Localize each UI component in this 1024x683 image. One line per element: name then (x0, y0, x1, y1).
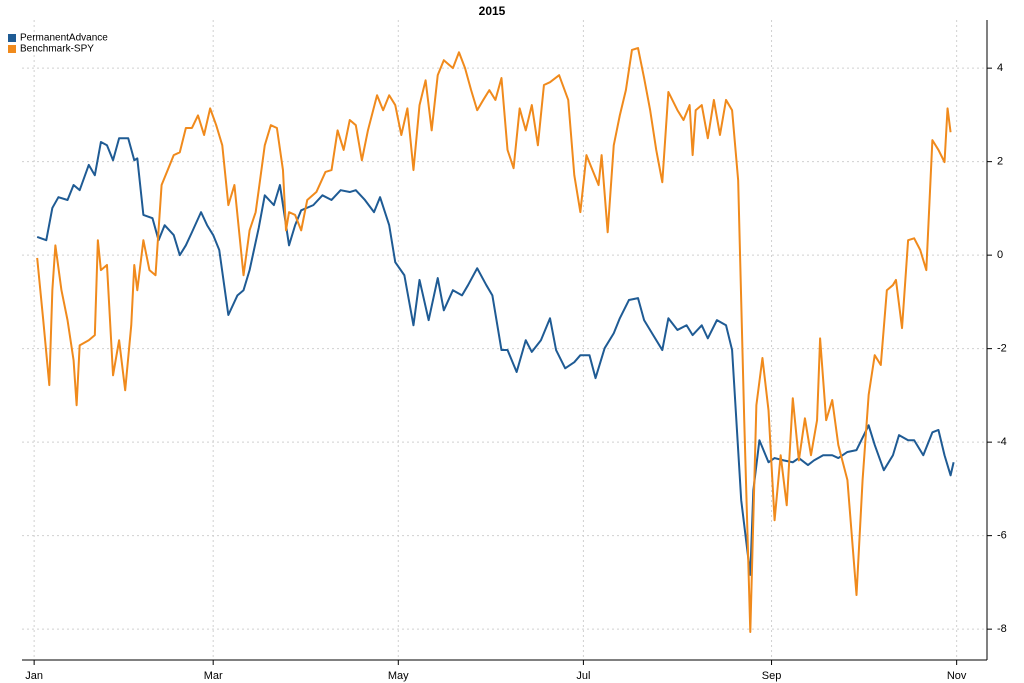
y-tick-label: -2 (997, 343, 1007, 355)
series-line (36, 47, 952, 633)
x-tick-label: Mar (204, 670, 223, 682)
legend-label: Benchmark-SPY (20, 44, 94, 55)
y-tick-label: -8 (997, 623, 1007, 635)
y-tick-label: 2 (997, 156, 1003, 168)
chart-title: 2015 (479, 4, 506, 18)
x-tick-label: Nov (947, 670, 967, 682)
x-tick-label: May (388, 670, 409, 682)
legend-swatch (8, 45, 16, 53)
x-tick-label: Jul (576, 670, 590, 682)
x-tick-label: Sep (762, 670, 782, 682)
y-tick-label: -6 (997, 530, 1007, 542)
y-tick-label: 0 (997, 249, 1003, 261)
legend-swatch (8, 34, 16, 42)
legend-label: PermanentAdvance (20, 33, 108, 44)
y-tick-label: 4 (997, 62, 1003, 74)
y-tick-label: -4 (997, 436, 1007, 448)
series-line (36, 137, 955, 576)
x-tick-label: Jan (25, 670, 43, 682)
